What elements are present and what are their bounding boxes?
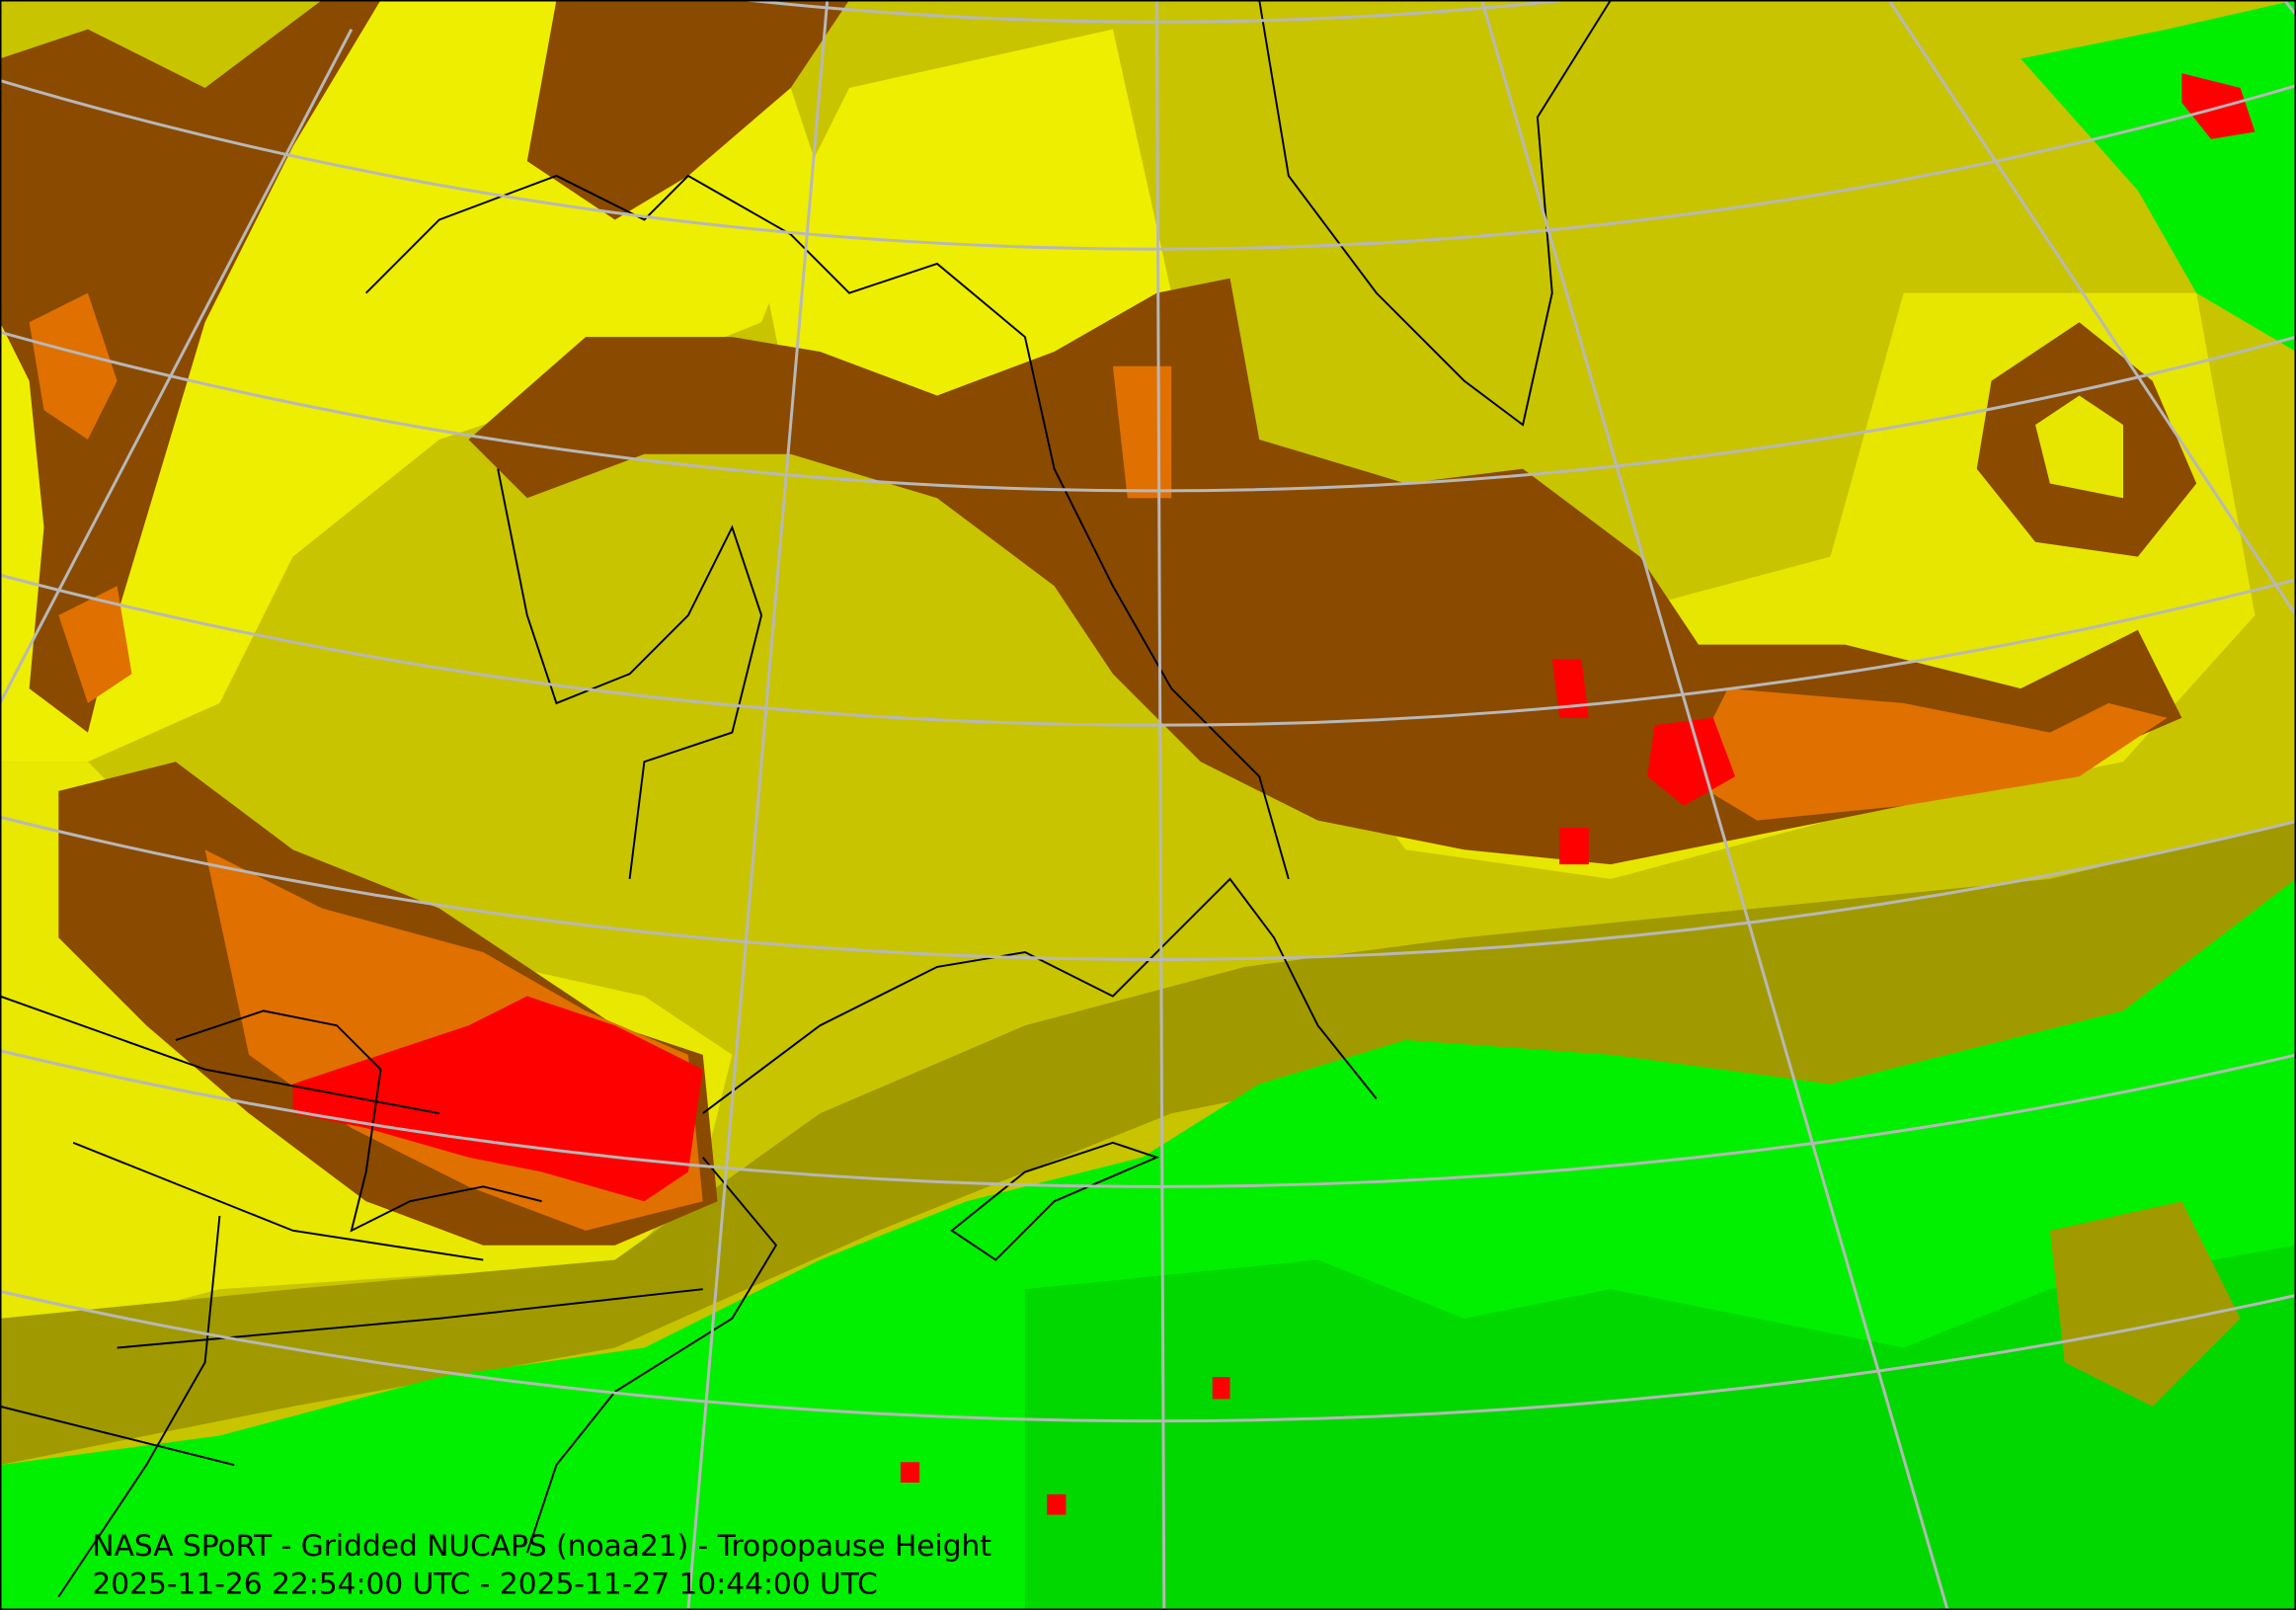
field-orange — [29, 292, 2168, 821]
meridian — [1480, 0, 1949, 1610]
coastline — [1258, 0, 1612, 427]
parallel — [0, 814, 2296, 960]
coastline — [525, 1157, 778, 1554]
field-brown — [0, 0, 381, 733]
field-green-dark — [1024, 1245, 2296, 1610]
meridian — [686, 0, 830, 1610]
meridian — [2282, 0, 2296, 16]
coastlines — [0, 0, 1612, 1598]
parallel — [0, 572, 2296, 726]
coastline — [950, 1141, 1160, 1261]
meridian — [1887, 0, 2296, 616]
caption-title: NASA SPoRT - Gridded NUCAPS (noaa21) - T… — [92, 1528, 991, 1563]
border — [0, 995, 703, 1598]
field-brown — [526, 0, 850, 220]
coastline — [365, 174, 1290, 880]
caption-time: 2025-11-26 22:54:00 UTC - 2025-11-27 10:… — [92, 1567, 877, 1601]
coastline — [497, 468, 763, 880]
coastline — [175, 1009, 542, 1233]
meridian — [1154, 0, 1166, 1610]
parallel — [0, 330, 2296, 492]
coastline — [702, 877, 1378, 1114]
field-olive — [2049, 1201, 2241, 1407]
meridian — [0, 28, 354, 704]
field-red — [292, 996, 703, 1202]
